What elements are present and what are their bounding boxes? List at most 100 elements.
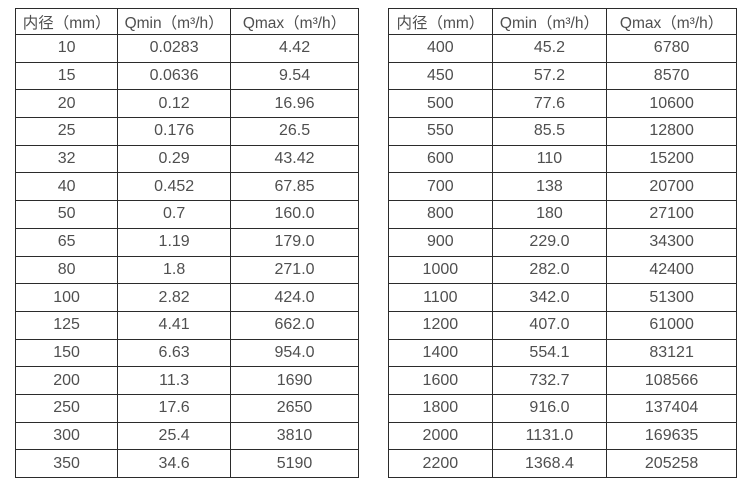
table-row: 900 229.0 34300	[388, 227, 737, 257]
table-row: 150 6.63 954.0	[14, 338, 359, 368]
cell: 180	[491, 200, 608, 229]
cell: 26.5	[230, 117, 359, 146]
table-row: 1600 732.7 108566	[388, 366, 737, 395]
cell: 600	[388, 144, 493, 174]
cell: 1000	[388, 255, 493, 285]
cell: 0.0636	[117, 61, 232, 91]
cell: 20	[14, 89, 119, 119]
cell: 20700	[606, 172, 737, 202]
cell: 1.8	[117, 255, 232, 285]
cell: 40	[14, 172, 119, 202]
cell: 6780	[606, 34, 737, 63]
cell: 424.0	[230, 283, 359, 312]
cell: 179.0	[230, 227, 359, 257]
cell: 0.176	[117, 117, 232, 146]
cell: 16.96	[230, 89, 359, 119]
table-row: 300 25.4 3810	[14, 421, 359, 451]
cell: 450	[388, 61, 493, 91]
table-row: 700 138 20700	[388, 172, 737, 202]
cell: 900	[388, 227, 493, 257]
table-row: 550 85.5 12800	[388, 117, 737, 146]
cell: 2000	[388, 421, 493, 451]
cell: 150	[14, 338, 119, 368]
table-row: 32 0.29 43.42	[14, 144, 359, 174]
cell: 1.19	[117, 227, 232, 257]
column-header: Qmin（m³/h）	[491, 8, 608, 35]
cell: 43.42	[230, 144, 359, 174]
cell: 3810	[230, 421, 359, 451]
cell: 125	[14, 310, 119, 340]
table-row: 1000 282.0 42400	[388, 255, 737, 285]
table-row: 10 0.0283 4.42	[14, 34, 359, 63]
cell: 61000	[606, 310, 737, 340]
cell: 169635	[606, 421, 737, 451]
cell: 67.85	[230, 172, 359, 202]
cell: 0.0283	[117, 34, 232, 63]
cell: 10600	[606, 89, 737, 119]
cell: 50	[14, 200, 119, 229]
table-row: 200 11.3 1690	[14, 366, 359, 395]
table-row: 250 17.6 2650	[14, 393, 359, 423]
cell: 137404	[606, 393, 737, 423]
cell: 100	[14, 283, 119, 312]
cell: 0.7	[117, 200, 232, 229]
cell: 732.7	[491, 366, 608, 395]
cell: 51300	[606, 283, 737, 312]
cell: 27100	[606, 200, 737, 229]
cell: 8570	[606, 61, 737, 91]
cell: 1200	[388, 310, 493, 340]
cell: 80	[14, 255, 119, 285]
table-row: 50 0.7 160.0	[14, 200, 359, 229]
cell: 0.452	[117, 172, 232, 202]
cell: 916.0	[491, 393, 608, 423]
cell: 25	[14, 117, 119, 146]
table-row: 2000 1131.0 169635	[388, 421, 737, 451]
table-row: 450 57.2 8570	[388, 61, 737, 91]
cell: 1600	[388, 366, 493, 395]
cell: 57.2	[491, 61, 608, 91]
cell: 65	[14, 227, 119, 257]
cell: 12800	[606, 117, 737, 146]
cell: 400	[388, 34, 493, 63]
cell: 5190	[230, 449, 359, 478]
cell: 2650	[230, 393, 359, 423]
table-row: 600 110 15200	[388, 144, 737, 174]
cell: 250	[14, 393, 119, 423]
table-row: 2200 1368.4 205258	[388, 449, 737, 478]
cell: 271.0	[230, 255, 359, 285]
column-header: Qmin（m³/h）	[117, 8, 232, 35]
table-row: 350 34.6 5190	[14, 449, 359, 478]
cell: 6.63	[117, 338, 232, 368]
flow-range-table-large-diameters: 内径（mm） Qmin（m³/h） Qmax（m³/h） 400 45.2 6780 450…	[388, 8, 737, 478]
cell: 160.0	[230, 200, 359, 229]
cell: 0.12	[117, 89, 232, 119]
header-row: 内径（mm） Qmin（m³/h） Qmax（m³/h）	[388, 8, 737, 35]
cell: 300	[14, 421, 119, 451]
cell: 10	[14, 34, 119, 63]
table-row: 1100 342.0 51300	[388, 283, 737, 312]
table-row: 125 4.41 662.0	[14, 310, 359, 340]
cell: 25.4	[117, 421, 232, 451]
cell: 9.54	[230, 61, 359, 91]
cell: 229.0	[491, 227, 608, 257]
table-row: 400 45.2 6780	[388, 34, 737, 63]
table-row: 20 0.12 16.96	[14, 89, 359, 119]
cell: 282.0	[491, 255, 608, 285]
cell: 350	[14, 449, 119, 478]
cell: 2200	[388, 449, 493, 478]
column-header: 内径（mm）	[14, 8, 119, 35]
cell: 15200	[606, 144, 737, 174]
cell: 0.29	[117, 144, 232, 174]
cell: 1690	[230, 366, 359, 395]
column-header: Qmax（m³/h）	[230, 8, 359, 35]
column-header: Qmax（m³/h）	[606, 8, 737, 35]
cell: 34.6	[117, 449, 232, 478]
cell: 550	[388, 117, 493, 146]
table-row: 80 1.8 271.0	[14, 255, 359, 285]
header-row: 内径（mm） Qmin（m³/h） Qmax（m³/h）	[14, 8, 359, 35]
cell: 17.6	[117, 393, 232, 423]
cell: 500	[388, 89, 493, 119]
cell: 554.1	[491, 338, 608, 368]
cell: 342.0	[491, 283, 608, 312]
